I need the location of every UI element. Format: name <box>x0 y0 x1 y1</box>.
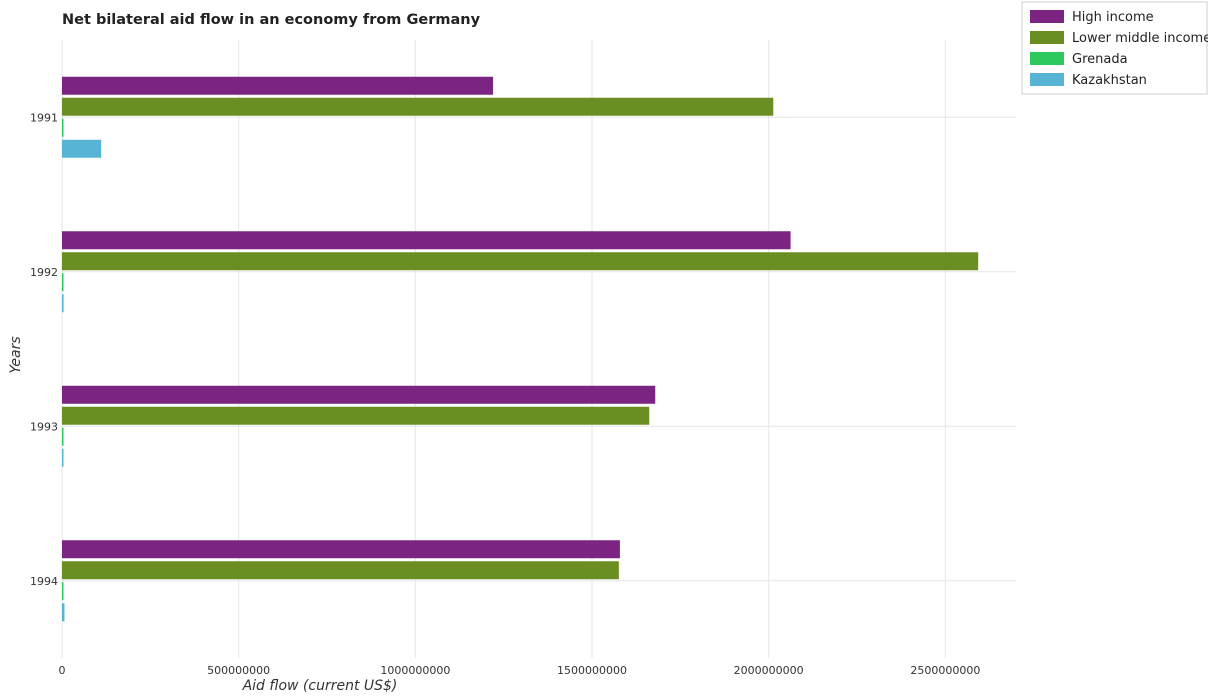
bar-kazakhstan-1994 <box>62 603 65 622</box>
bar-grenada-1992 <box>62 273 64 292</box>
x-tick-label: 2500000000 <box>910 664 980 677</box>
bar-lower-middle-income-1994 <box>62 561 619 580</box>
legend-label: High income <box>1072 10 1154 25</box>
bar-grenada-1994 <box>62 582 64 601</box>
y-tick-labels: 1991 1992 1993 1994 <box>30 111 58 588</box>
legend-label: Kazakhstan <box>1072 73 1147 88</box>
legend-label: Grenada <box>1072 52 1128 67</box>
bar-lower-middle-income-1991 <box>62 97 774 116</box>
legend: High income Lower middle income Grenada Kaz… <box>1021 1 1208 95</box>
bar-kazakhstan-1991 <box>62 139 102 158</box>
y-tick-label: 1992 <box>30 266 58 279</box>
x-tick-label: 500000000 <box>207 664 270 677</box>
y-tick-label: 1991 <box>30 111 58 124</box>
x-axis-label: Aid flow (current US$) <box>242 678 398 694</box>
bar-grenada-1993 <box>62 427 64 446</box>
x-tick-label: 0 <box>59 664 66 677</box>
bar-kazakhstan-1993 <box>62 448 64 467</box>
chart-title: Net bilateral aid flow in an economy fro… <box>62 12 481 28</box>
y-tick-label: 1993 <box>30 420 58 433</box>
legend-swatch <box>1030 73 1064 86</box>
legend-swatch <box>1030 52 1064 65</box>
legend-swatch <box>1030 31 1064 44</box>
legend-swatch <box>1030 10 1064 23</box>
bar-lower-middle-income-1992 <box>62 252 979 271</box>
x-tick-labels: 0 500000000 1000000000 1500000000 2000000000… <box>59 664 981 677</box>
bar-high-income-1994 <box>62 540 620 559</box>
y-tick-label: 1994 <box>30 575 58 588</box>
bars-layer <box>62 76 979 622</box>
x-tick-label: 2000000000 <box>734 664 804 677</box>
grid-layer <box>61 40 1016 658</box>
x-tick-label: 1000000000 <box>380 664 450 677</box>
bar-high-income-1993 <box>62 385 656 404</box>
bar-high-income-1991 <box>62 76 494 95</box>
legend-label: Lower middle income <box>1072 31 1208 46</box>
bar-lower-middle-income-1993 <box>62 406 650 425</box>
y-axis-label: Years <box>8 336 24 373</box>
bar-grenada-1991 <box>62 118 64 137</box>
x-tick-label: 1500000000 <box>557 664 627 677</box>
bar-kazakhstan-1992 <box>62 294 64 313</box>
bar-high-income-1992 <box>62 231 791 250</box>
